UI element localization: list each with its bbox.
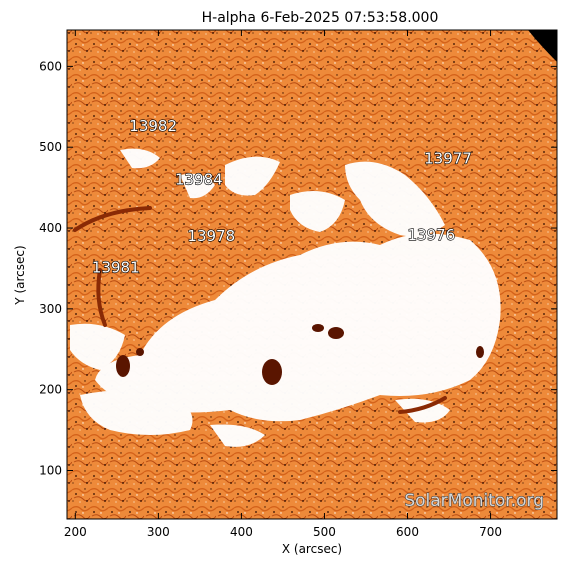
x-axis-ticks: 200 300 400 500 600 700 [64,30,502,539]
region-label: 13978 [187,227,235,245]
x-tick-label: 300 [147,525,170,539]
plot-title: H-alpha 6-Feb-2025 07:53:58.000 [202,10,439,26]
y-tick-label: 600 [39,59,62,73]
region-label: 13982 [129,117,177,135]
x-tick-label: 600 [396,525,419,539]
y-tick-label: 200 [39,383,62,397]
y-tick-label: 300 [39,302,62,316]
plot-frame [66,29,558,520]
region-labels: 13982 13977 13984 13976 13978 13981 [91,116,472,277]
x-axis-label: X (arcsec) [282,542,342,556]
region-label: 13977 [424,149,472,167]
x-tick-label: 400 [230,525,253,539]
solar-image [67,30,557,519]
y-tick-label: 400 [39,221,62,235]
y-axis-ticks: 100 200 300 400 500 600 [39,59,557,478]
region-label: 13984 [175,170,223,188]
y-tick-label: 500 [39,140,62,154]
x-tick-label: 200 [64,525,87,539]
y-tick-label: 100 [39,464,62,478]
region-label: 13981 [92,258,140,276]
watermark: SolarMonitor.org [404,491,544,511]
y-axis-label: Y (arcsec) [13,245,27,305]
x-tick-label: 700 [479,525,502,539]
region-label: 13976 [408,226,456,244]
x-tick-label: 500 [313,525,336,539]
